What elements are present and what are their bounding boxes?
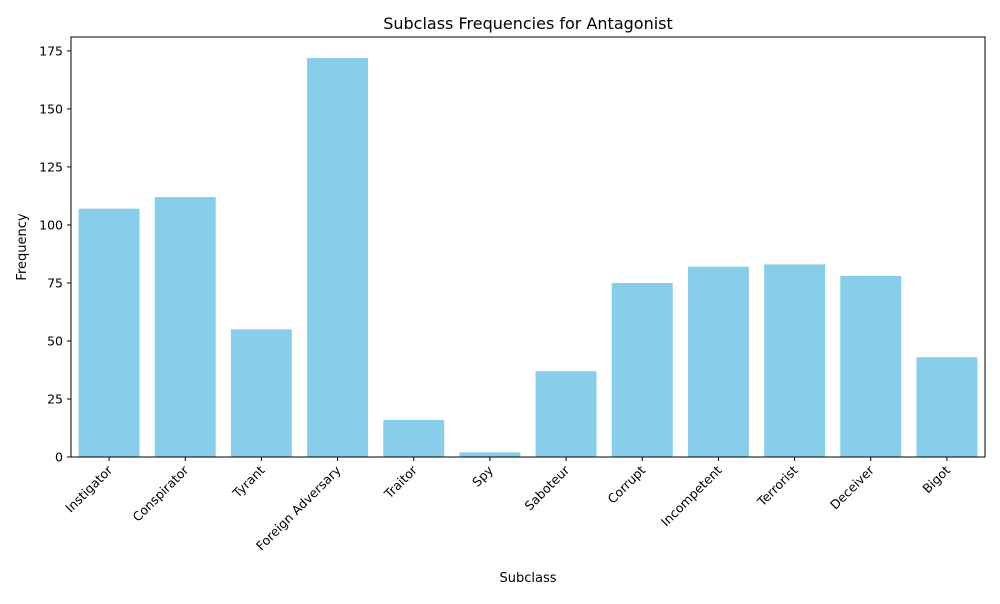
bar-corrupt	[611, 282, 673, 457]
x-tick-label: Conspirator	[129, 462, 192, 525]
bars-group	[78, 57, 978, 458]
x-tick-label: Incompetent	[658, 462, 725, 529]
bar-instigator	[78, 208, 140, 457]
bar-foreign-adversary	[307, 57, 369, 458]
y-tick-label: 25	[47, 391, 63, 406]
x-tick-label: Spy	[469, 462, 496, 489]
x-tick-label: Foreign Adversary	[253, 462, 344, 553]
x-tick-label: Saboteur	[521, 462, 572, 513]
x-axis-label: Subclass	[499, 571, 556, 586]
y-tick-label: 125	[39, 159, 63, 174]
y-tick-label: 150	[39, 101, 63, 116]
x-tick-label: Bigot	[919, 462, 953, 496]
x-tick-label: Deceiver	[827, 462, 878, 513]
y-tick-label: 75	[47, 275, 63, 290]
y-tick-label: 175	[39, 43, 63, 58]
bar-traitor	[383, 419, 445, 457]
y-axis-ticks: 0 25 50 75 100 125 150 175	[39, 43, 71, 465]
y-axis-label: Frequency	[15, 213, 30, 280]
x-tick-label: Corrupt	[604, 462, 648, 506]
bar-bigot	[916, 357, 978, 457]
bar-terrorist	[764, 264, 826, 457]
bar-saboteur	[535, 371, 597, 457]
plot-frame	[70, 36, 986, 458]
x-tick-label: Terrorist	[754, 462, 801, 509]
y-tick-label: 100	[39, 217, 63, 232]
y-tick-label: 50	[47, 333, 63, 348]
bar-deceiver	[840, 276, 902, 457]
bar-tyrant	[230, 329, 292, 457]
bar-incompetent	[687, 266, 749, 457]
y-tick-label: 0	[55, 450, 63, 465]
x-tick-label: Tyrant	[229, 462, 268, 501]
chart-title: Subclass Frequencies for Antagonist	[383, 14, 673, 33]
bar-spy	[459, 452, 521, 457]
x-tick-label: Instigator	[62, 462, 115, 515]
x-tick-label: Traitor	[380, 462, 420, 502]
bar-conspirator	[154, 197, 216, 457]
